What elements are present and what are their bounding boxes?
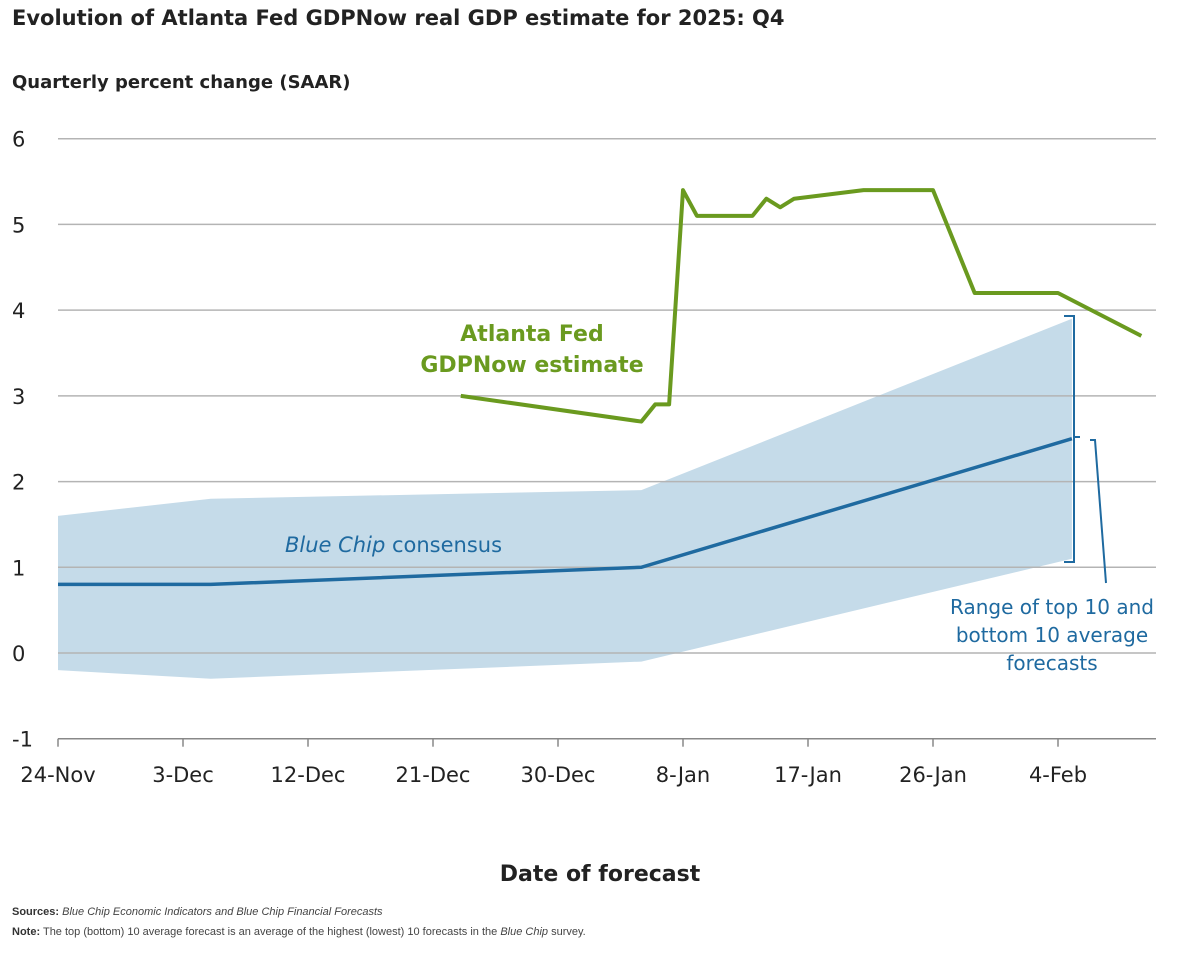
chart-plot: 6 5 4 3 2 1 0 -1 24-Nov 3-Dec 12-Dec 21-Dec 30-Dec 8-… bbox=[12, 128, 1156, 787]
forecast-range-band bbox=[58, 318, 1072, 679]
range-label: bottom 10 average bbox=[956, 623, 1148, 647]
y-tick-label: 4 bbox=[12, 299, 25, 323]
x-axis-label: Date of forecast bbox=[499, 862, 701, 887]
consensus-label-italic: Blue Chip bbox=[285, 533, 385, 557]
y-tick-label: 0 bbox=[12, 642, 25, 666]
y-tick-label: 2 bbox=[12, 471, 25, 495]
y-tick-label: 5 bbox=[12, 213, 25, 237]
consensus-line bbox=[58, 437, 1073, 587]
sources-label: Sources: bbox=[12, 906, 60, 918]
note-italic: Blue Chip bbox=[500, 926, 549, 938]
y-axis-label: Quarterly percent change (SAAR) bbox=[12, 72, 351, 93]
footnote: Note: The top (bottom) 10 average foreca… bbox=[12, 926, 586, 938]
range-bracket bbox=[1064, 315, 1080, 563]
range-label: forecasts bbox=[1006, 651, 1097, 675]
x-tick-label: 3-Dec bbox=[152, 763, 214, 787]
x-tick-label: 30-Dec bbox=[521, 763, 596, 787]
chart-title: Evolution of Atlanta Fed GDPNow real GDP… bbox=[12, 6, 785, 30]
y-tick-label: -1 bbox=[12, 728, 33, 752]
x-tick-label: 8-Jan bbox=[656, 763, 710, 787]
note-text: The top (bottom) 10 average forecast is … bbox=[42, 926, 501, 938]
x-tick-label: 4-Feb bbox=[1029, 763, 1087, 787]
gdpnow-label: GDPNow estimate bbox=[420, 353, 643, 378]
y-tick-label: 3 bbox=[12, 385, 25, 409]
x-tick-label: 12-Dec bbox=[271, 763, 346, 787]
range-label: Range of top 10 and bbox=[950, 595, 1154, 619]
range-leader-line bbox=[1090, 439, 1107, 584]
y-tick-label: 6 bbox=[12, 128, 25, 152]
gdpnow-label: Atlanta Fed bbox=[460, 322, 603, 347]
x-tick-label: 21-Dec bbox=[396, 763, 471, 787]
consensus-label: Blue Chip consensus bbox=[285, 533, 502, 557]
y-tick-label: 1 bbox=[12, 556, 25, 580]
x-tick-label: 26-Jan bbox=[899, 763, 967, 787]
sources-note: Sources: Blue Chip Economic Indicators a… bbox=[12, 906, 383, 918]
x-tick-label: 24-Nov bbox=[20, 763, 95, 787]
x-tick-label: 17-Jan bbox=[774, 763, 842, 787]
note-text-end: survey. bbox=[548, 926, 586, 938]
sources-text: Blue Chip Economic Indicators and Blue C… bbox=[62, 906, 383, 918]
gdpnow-line bbox=[460, 188, 1143, 424]
note-label: Note: bbox=[12, 926, 41, 938]
consensus-label-rest: consensus bbox=[385, 533, 502, 557]
